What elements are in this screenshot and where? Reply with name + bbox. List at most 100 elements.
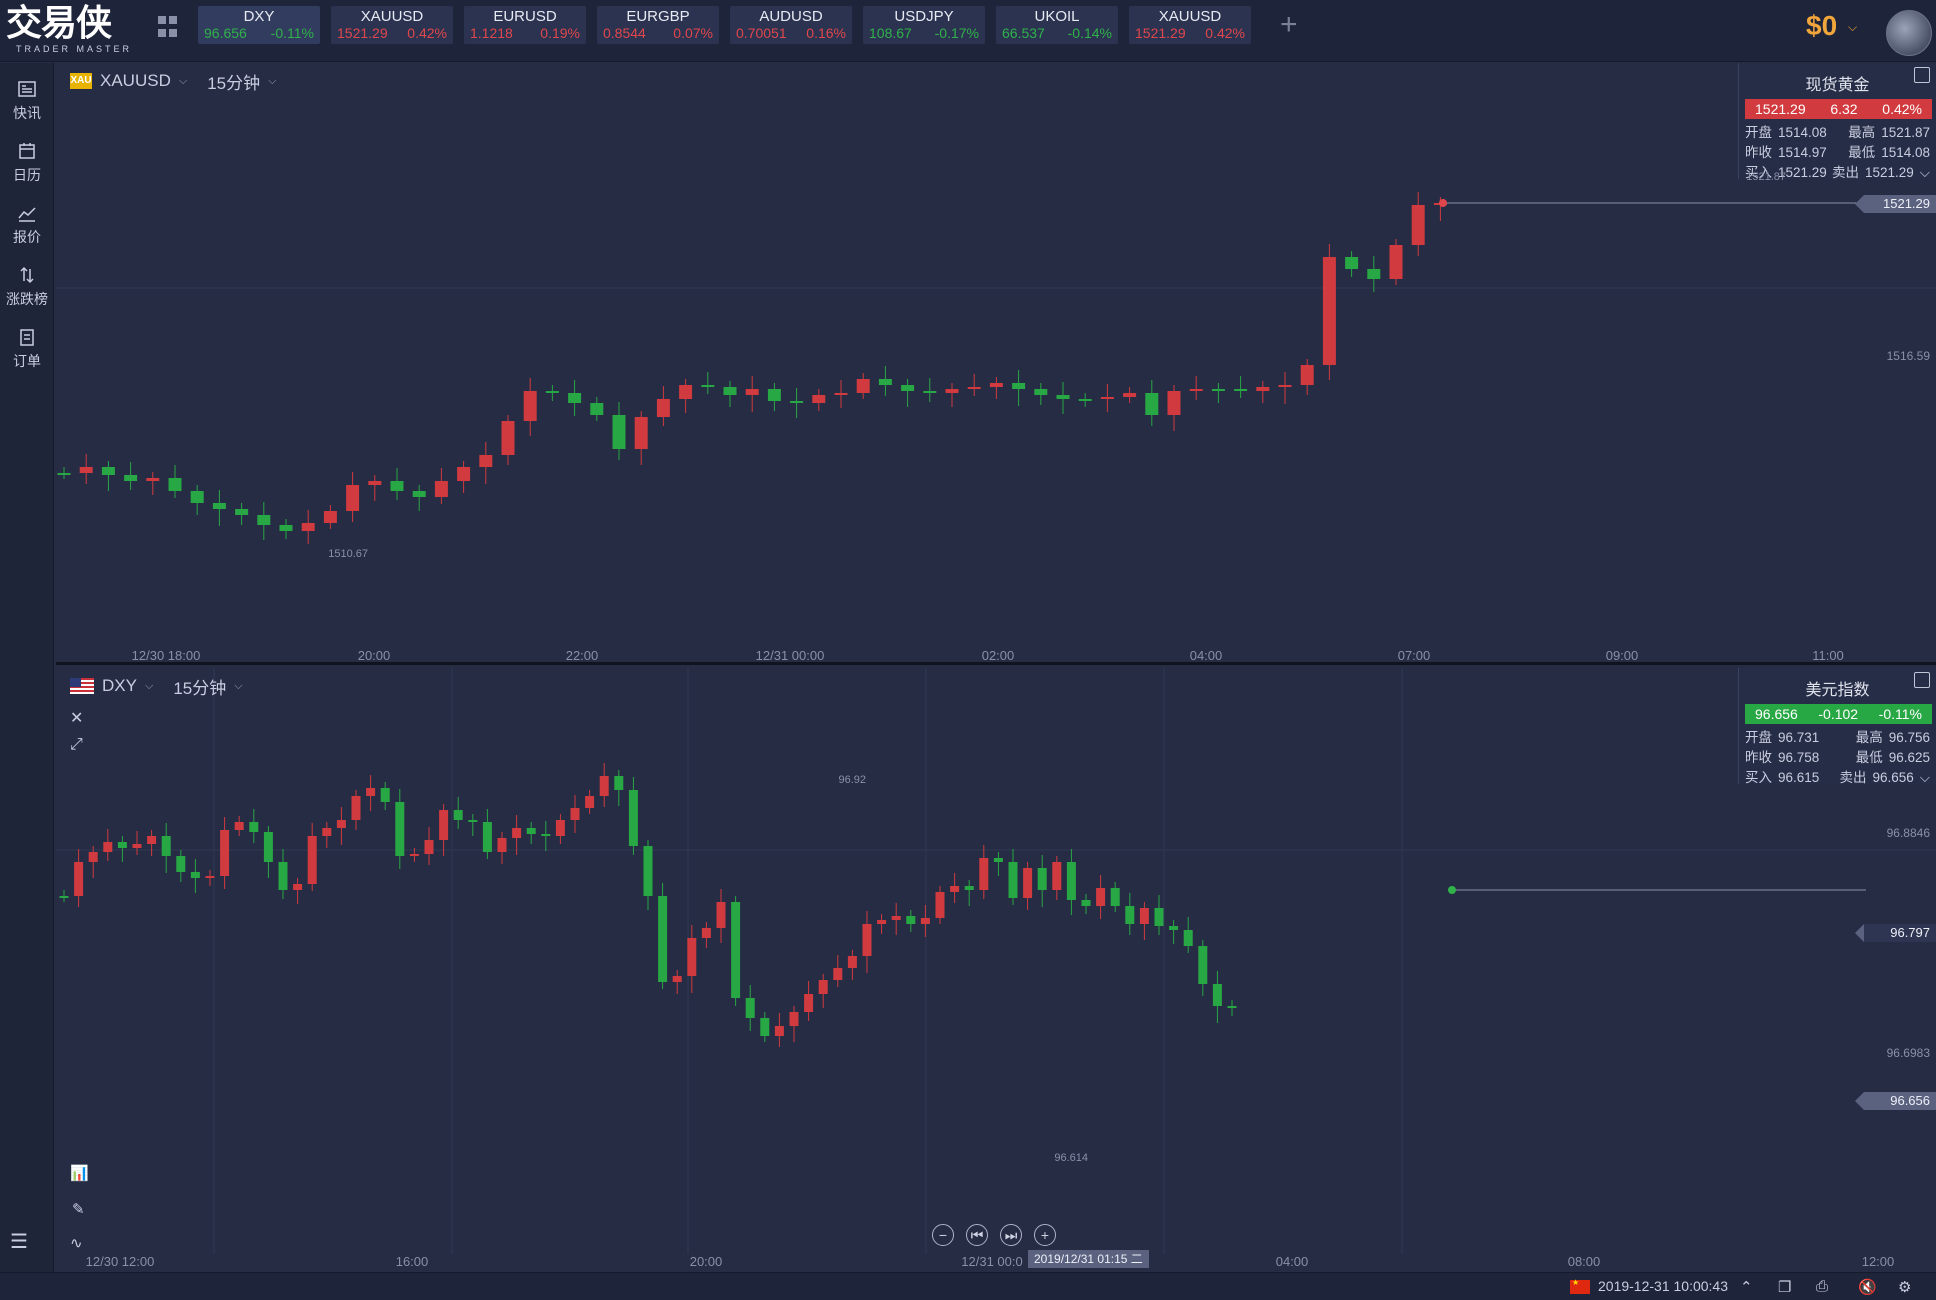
sidebar-item-quotes[interactable]: 报价 xyxy=(0,193,54,249)
candle xyxy=(1008,849,1018,905)
gold-symbol-icon: XAU xyxy=(70,73,92,89)
logo-sub-text: TRADER MASTER xyxy=(16,44,133,54)
candle xyxy=(993,852,1003,876)
low-value: 1514.08 xyxy=(1881,145,1930,160)
quote-info-box: 现货黄金 1521.29 6.32 0.42% 开盘 1514.08 最高 1521… xyxy=(1738,63,1936,180)
candle xyxy=(834,380,848,408)
price-change-pct: -0.11% xyxy=(1878,706,1922,722)
candle xyxy=(1183,917,1193,953)
drawing-tool-icon[interactable]: ✎ xyxy=(72,1201,85,1218)
crosshair-date-label: 2019/12/31 01:15 二 xyxy=(1028,1250,1149,1268)
candle xyxy=(891,903,901,935)
candle xyxy=(220,817,230,889)
chevron-down-icon[interactable]: ⌵ xyxy=(1848,20,1858,34)
add-tab-button[interactable]: + xyxy=(1280,8,1298,41)
sidebar-item-calendar[interactable]: 日历 xyxy=(0,131,54,187)
account-balance[interactable]: $0 xyxy=(1806,10,1838,41)
time-axis-label: 22:00 xyxy=(565,648,599,663)
time-axis-label: 12/31 00:0 xyxy=(961,1254,1023,1269)
candle xyxy=(923,378,937,402)
candle xyxy=(570,795,580,833)
order-icon xyxy=(20,329,34,346)
bid-label: 买入 xyxy=(1745,165,1772,180)
ticker-tab-xauusd[interactable]: XAUUSD 1521.29 0.42% xyxy=(331,6,453,44)
time-axis-label: 11:00 xyxy=(1812,648,1844,663)
ticker-tab-eurgbp[interactable]: EURGBP 0.8544 0.07% xyxy=(597,6,719,44)
ticker-tab-dxy[interactable]: DXY 96.656 -0.11% xyxy=(198,6,320,44)
scroll-end-button[interactable]: ⏭ xyxy=(1000,1224,1022,1246)
candle xyxy=(390,468,404,500)
sidebar-item-ranking[interactable]: 涨跌榜 xyxy=(0,255,54,311)
ticker-tab-ukoil[interactable]: UKOIL 66.537 -0.14% xyxy=(996,6,1118,44)
candle xyxy=(368,475,382,501)
zoom-in-button[interactable]: + xyxy=(1034,1224,1056,1246)
gear-icon[interactable]: ⚙ xyxy=(1898,1279,1912,1296)
zoom-out-button[interactable]: − xyxy=(932,1224,954,1246)
dxy-candlestick-chart[interactable] xyxy=(56,668,1936,1272)
candle xyxy=(906,910,916,932)
candle xyxy=(412,485,426,511)
chevron-up-icon[interactable]: ⌃ xyxy=(1740,1279,1753,1296)
candle xyxy=(585,790,595,814)
candle xyxy=(1052,856,1062,900)
symbol-selector[interactable]: XAUUSD xyxy=(100,71,171,90)
candle xyxy=(818,974,828,1008)
xauusd-chart-panel[interactable]: XAU XAUUSD ⌵ 15分钟 ⌵ 现货黄金 1521.29 6.32 0.… xyxy=(56,63,1936,665)
chevron-down-icon[interactable]: ⌵ xyxy=(178,74,188,87)
interval-selector[interactable]: 15分钟 xyxy=(173,678,227,698)
candle xyxy=(1278,372,1292,404)
candle xyxy=(1345,251,1359,277)
low-value: 96.625 xyxy=(1888,750,1930,765)
time-axis-label: 16:00 xyxy=(395,1254,429,1269)
candle xyxy=(862,911,872,973)
dxy-chart-panel[interactable]: DXY ⌵ 15分钟 ⌵ ✕ ⤢ 美元指数 96.656 -0.102 -0.1… xyxy=(56,668,1936,1272)
quote-bar: 1521.29 6.32 0.42% xyxy=(1745,99,1932,119)
sidebar: 快讯 日历 报价 涨跌榜 订单 ☰ xyxy=(0,63,54,1300)
candle xyxy=(541,821,551,851)
app-logo[interactable]: 交易侠 TRADER MASTER xyxy=(6,4,136,56)
candle xyxy=(774,1013,784,1047)
candle xyxy=(453,797,463,829)
menu-icon[interactable]: ☰ xyxy=(10,1231,28,1253)
mute-icon[interactable]: 🔇 xyxy=(1858,1279,1877,1296)
close-icon[interactable]: ✕ xyxy=(70,710,84,727)
symbol-selector[interactable]: DXY xyxy=(102,676,137,695)
candle xyxy=(833,955,843,987)
candle xyxy=(103,829,113,861)
candle xyxy=(1367,256,1381,292)
interval-selector[interactable]: 15分钟 xyxy=(207,73,261,93)
sidebar-item-newsflash[interactable]: 快讯 xyxy=(0,69,54,125)
ticker-symbol: AUDUSD xyxy=(759,8,823,25)
ticker-tab-usdjpy[interactable]: USDJPY 108.67 -0.17% xyxy=(863,6,985,44)
expand-icon[interactable]: ⤢ xyxy=(70,736,83,753)
ticker-tab-audusd[interactable]: AUDUSD 0.70051 0.16% xyxy=(730,6,852,44)
candle xyxy=(249,809,259,843)
candle xyxy=(658,883,668,989)
high-label: 最高 xyxy=(1855,730,1883,745)
apps-grid-icon[interactable] xyxy=(158,16,180,38)
sidebar-item-orders[interactable]: 订单 xyxy=(0,317,54,373)
chevron-down-icon[interactable]: ⌵ xyxy=(234,679,243,692)
camera-icon[interactable]: ⎙ xyxy=(1816,1278,1829,1295)
candle xyxy=(545,385,559,401)
chevron-down-icon[interactable]: ⌵ xyxy=(268,74,277,87)
ticker-tab-eurusd[interactable]: EURUSD 1.1218 0.19% xyxy=(464,6,586,44)
detail-panel-icon[interactable] xyxy=(1914,67,1930,83)
ticker-price: 1521.29 xyxy=(1135,25,1186,41)
candle xyxy=(1211,383,1225,403)
candle xyxy=(322,822,332,848)
scroll-start-button[interactable]: ⏮ xyxy=(966,1224,988,1246)
waveform-icon[interactable]: ∿ xyxy=(70,1235,83,1252)
window-icon[interactable]: ❐ xyxy=(1778,1279,1792,1296)
chevron-down-icon[interactable]: ⌵ xyxy=(144,679,154,692)
indicator-icon[interactable]: 📊 xyxy=(70,1165,89,1182)
ticker-price: 1.1218 xyxy=(470,25,513,41)
ticker-tab-xauusd[interactable]: XAUUSD 1521.29 0.42% xyxy=(1129,6,1251,44)
candle xyxy=(847,950,857,980)
candle xyxy=(1300,359,1314,395)
time-axis-label: 12:00 xyxy=(1861,1254,1895,1269)
candle xyxy=(1078,393,1092,407)
avatar[interactable] xyxy=(1886,10,1932,56)
xauusd-candlestick-chart[interactable] xyxy=(56,63,1936,665)
detail-panel-icon[interactable] xyxy=(1914,672,1930,688)
